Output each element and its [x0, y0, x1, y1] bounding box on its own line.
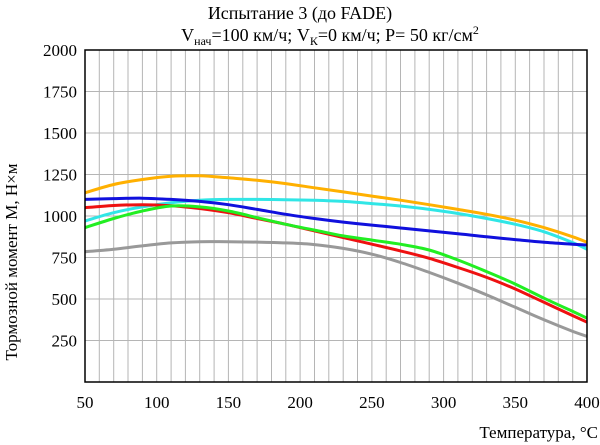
subtitle-pressure-sup: 2 — [473, 23, 479, 37]
y-axis-label: Тормозной момент М, Н×м — [2, 163, 21, 360]
x-axis-ticks: 50 100 150 200 250 300 350 400 — [77, 393, 600, 412]
x-tick-label-50: 50 — [77, 393, 94, 412]
series-line-green — [85, 204, 587, 320]
y-axis-ticks: 250 500 750 1000 1250 1500 1750 2000 — [43, 41, 77, 351]
x-tick-label-150: 150 — [216, 393, 242, 412]
series-line-gray — [85, 240, 587, 338]
plot-frame — [84, 49, 588, 383]
series-line-cyan — [85, 197, 587, 251]
grid — [85, 50, 587, 382]
series-group — [85, 174, 587, 338]
subtitle-v-end-value: =0 км/ч; P= 50 кг/см — [318, 25, 473, 45]
y-tick-label-1500: 1500 — [43, 124, 77, 143]
x-axis-label: Температура, °С — [479, 423, 598, 442]
series-line-orange — [85, 174, 587, 244]
y-tick-label-1250: 1250 — [43, 166, 77, 185]
subtitle-v-end-sub: К — [310, 34, 319, 48]
series-line-blue — [85, 196, 587, 247]
y-tick-label-2000: 2000 — [43, 41, 77, 60]
subtitle-v-start-sub: нач — [194, 34, 211, 48]
subtitle-v-start-value: =100 км/ч; — [211, 25, 296, 45]
x-tick-label-400: 400 — [574, 393, 600, 412]
chart-title: Испытание 3 (до FADE) — [208, 3, 392, 24]
chart-subtitle: Vнач=100 км/ч; VК=0 км/ч; P= 50 кг/см2 — [181, 23, 479, 48]
x-tick-label-250: 250 — [359, 393, 385, 412]
x-tick-label-200: 200 — [287, 393, 313, 412]
y-tick-label-750: 750 — [52, 249, 78, 268]
x-tick-label-350: 350 — [503, 393, 529, 412]
x-tick-label-300: 300 — [431, 393, 457, 412]
subtitle-v-end: V — [297, 25, 310, 45]
x-tick-label-100: 100 — [144, 393, 170, 412]
subtitle-v-start: V — [181, 25, 194, 45]
y-tick-label-1750: 1750 — [43, 83, 77, 102]
y-tick-label-250: 250 — [52, 332, 78, 351]
y-tick-label-500: 500 — [52, 290, 78, 309]
y-tick-label-1000: 1000 — [43, 207, 77, 226]
